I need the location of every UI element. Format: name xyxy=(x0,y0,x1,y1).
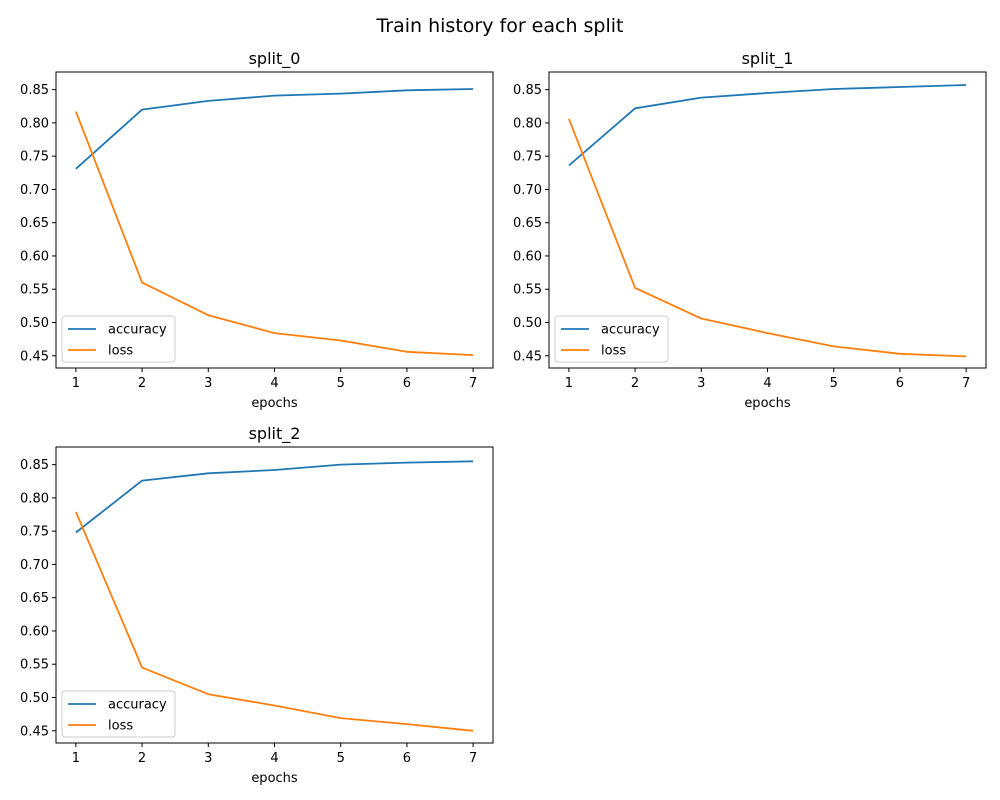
accuracy-line xyxy=(76,461,473,532)
y-tick-label: 0.65 xyxy=(20,591,49,606)
y-tick-label: 0.85 xyxy=(20,83,49,98)
y-tick-label: 0.45 xyxy=(20,724,49,739)
x-tick-label: 2 xyxy=(138,376,146,391)
legend-label-accuracy: accuracy xyxy=(108,698,167,713)
y-tick-label: 0.60 xyxy=(20,624,49,639)
y-tick-label: 0.85 xyxy=(20,458,49,473)
x-tick-label: 4 xyxy=(270,376,278,391)
subplot-1: split_1 1 2 3 4 5 6 7 0.45 0.50 0.55 0.60 0.65 0.70 0.… xyxy=(513,49,986,411)
x-tick-label: 7 xyxy=(469,751,477,766)
y-tick-label: 0.65 xyxy=(513,216,542,231)
x-axis-label: epochs xyxy=(251,771,298,786)
accuracy-line xyxy=(76,89,473,169)
x-tick-label: 3 xyxy=(204,376,212,391)
x-tick-label: 6 xyxy=(896,376,904,391)
subplot-title: split_1 xyxy=(742,49,794,69)
y-tick-label: 0.75 xyxy=(20,150,49,165)
legend-label-loss: loss xyxy=(601,344,626,359)
y-tick-label: 0.80 xyxy=(20,116,49,131)
x-tick-label: 1 xyxy=(72,376,80,391)
y-tick-label: 0.50 xyxy=(513,316,542,331)
x-tick-label: 3 xyxy=(697,376,705,391)
y-tick-label: 0.75 xyxy=(20,525,49,540)
y-tick-label: 0.45 xyxy=(513,349,542,364)
x-tick-label: 2 xyxy=(138,751,146,766)
subplot-title: split_2 xyxy=(249,424,301,444)
x-tick-label: 7 xyxy=(469,376,477,391)
x-tick-label: 2 xyxy=(631,376,639,391)
y-tick-label: 0.70 xyxy=(20,183,49,198)
y-tick-label: 0.70 xyxy=(513,183,542,198)
y-tick-label: 0.85 xyxy=(513,83,542,98)
y-tick-label: 0.75 xyxy=(513,150,542,165)
subplot-title: split_0 xyxy=(249,49,301,69)
y-tick-label: 0.55 xyxy=(20,658,49,673)
x-tick-label: 4 xyxy=(270,751,278,766)
x-tick-label: 5 xyxy=(830,376,838,391)
y-tick-label: 0.50 xyxy=(20,316,49,331)
subplot-0: split_0 1 2 3 4 5 6 7 0.45 0.50 0.55 0.60 0.65 0.70 0.… xyxy=(20,49,493,411)
x-tick-label: 1 xyxy=(72,751,80,766)
x-tick-label: 5 xyxy=(337,751,345,766)
figure-title: Train history for each split xyxy=(375,15,623,37)
y-tick-label: 0.70 xyxy=(20,558,49,573)
legend-label-loss: loss xyxy=(108,719,133,734)
legend-label-loss: loss xyxy=(108,344,133,359)
y-tick-label: 0.60 xyxy=(20,249,49,264)
x-axis-label: epochs xyxy=(744,396,791,411)
y-tick-label: 0.80 xyxy=(20,491,49,506)
x-tick-label: 5 xyxy=(337,376,345,391)
y-tick-label: 0.50 xyxy=(20,691,49,706)
legend-label-accuracy: accuracy xyxy=(601,323,660,338)
x-tick-label: 7 xyxy=(962,376,970,391)
y-tick-label: 0.60 xyxy=(513,249,542,264)
subplot-2: split_2 1 2 3 4 5 6 7 0.45 0.50 0.55 0.60 0.65 0.70 0.… xyxy=(20,424,493,786)
y-tick-label: 0.55 xyxy=(513,283,542,298)
x-tick-label: 6 xyxy=(403,751,411,766)
y-tick-label: 0.45 xyxy=(20,349,49,364)
x-tick-label: 3 xyxy=(204,751,212,766)
x-tick-label: 6 xyxy=(403,376,411,391)
accuracy-line xyxy=(569,85,966,166)
x-axis-label: epochs xyxy=(251,396,298,411)
y-tick-label: 0.80 xyxy=(513,116,542,131)
legend-label-accuracy: accuracy xyxy=(108,323,167,338)
y-tick-label: 0.65 xyxy=(20,216,49,231)
x-tick-label: 1 xyxy=(565,376,573,391)
x-tick-label: 4 xyxy=(763,376,771,391)
y-tick-label: 0.55 xyxy=(20,283,49,298)
